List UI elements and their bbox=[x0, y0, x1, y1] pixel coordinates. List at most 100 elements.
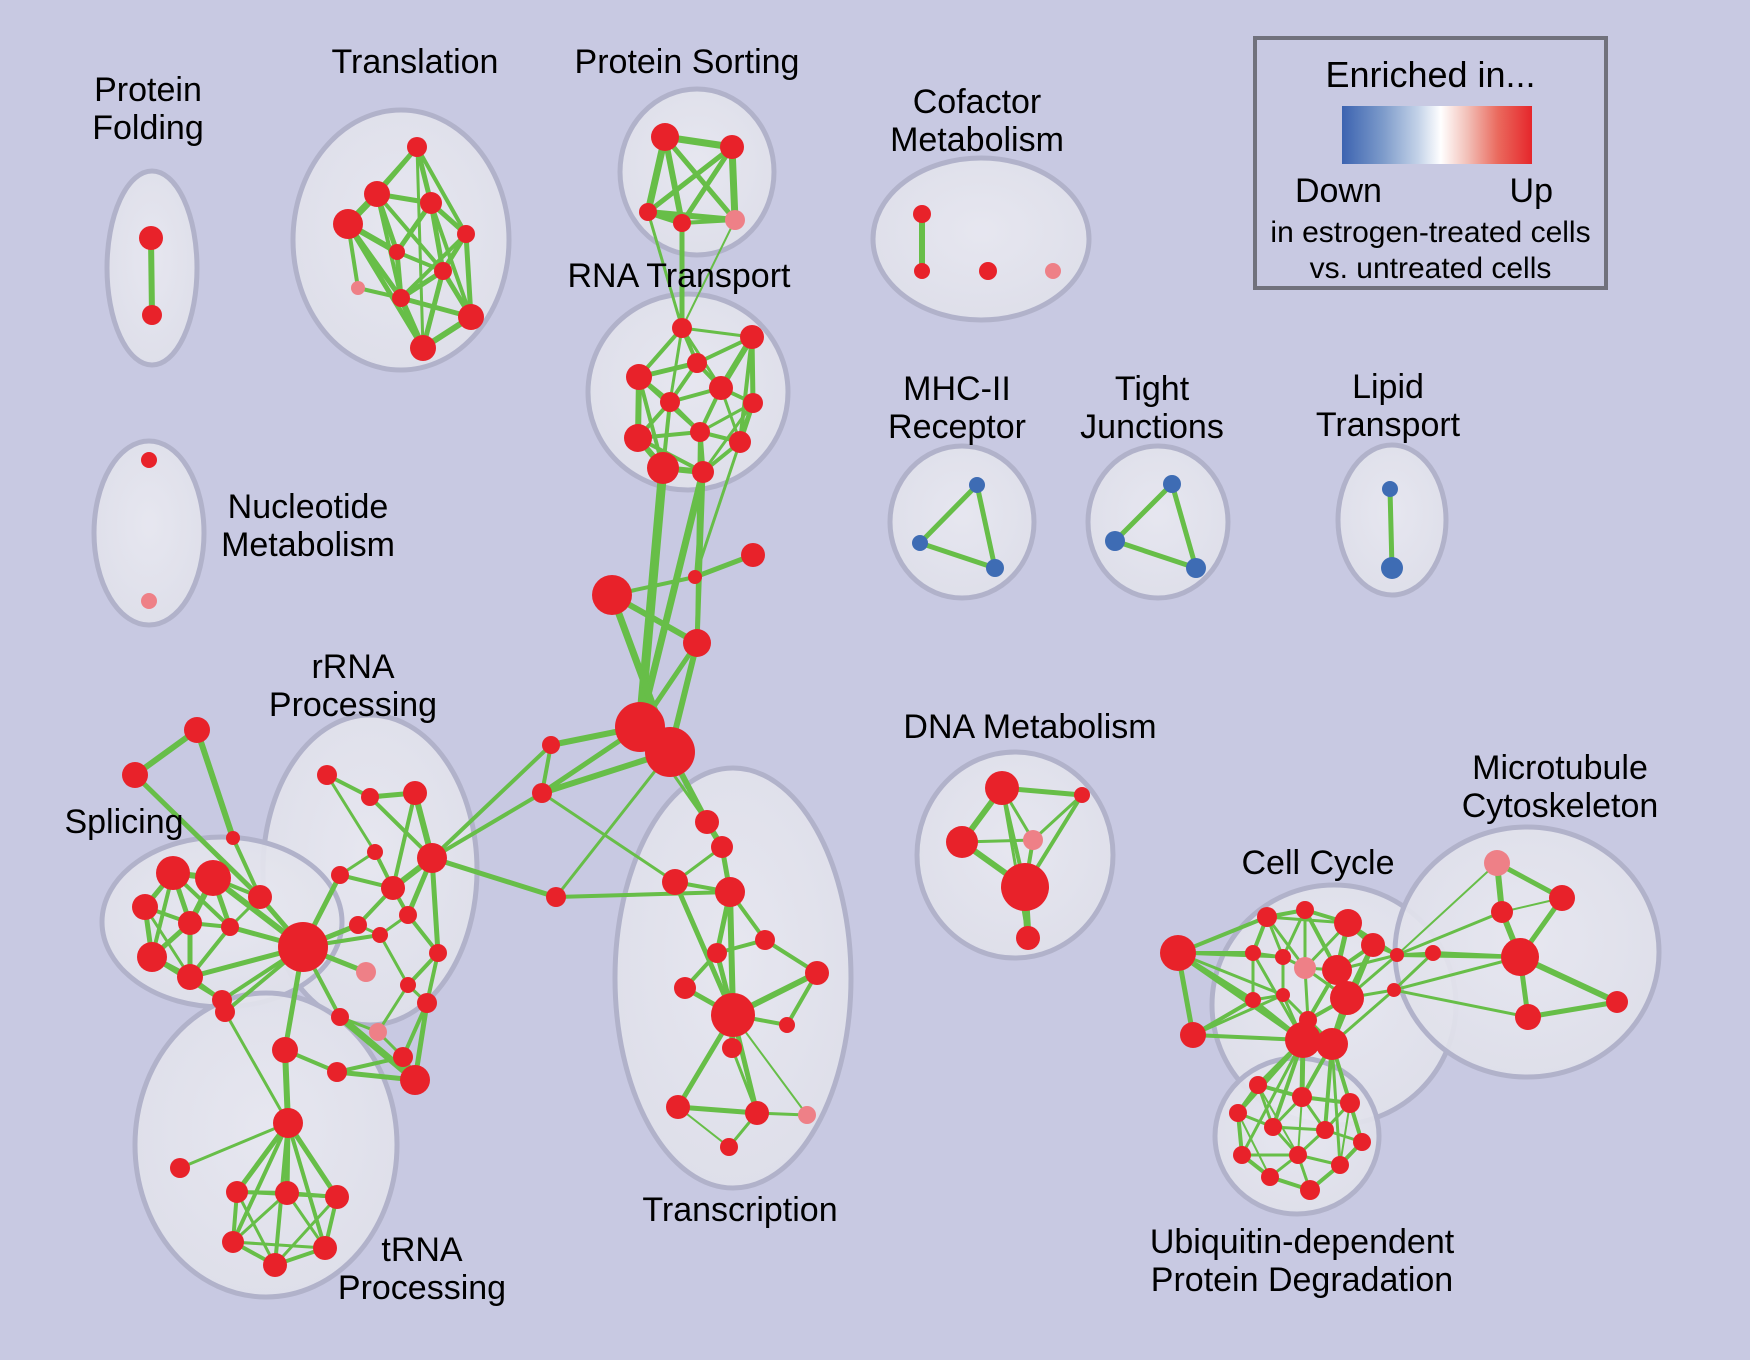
network-node-red bbox=[333, 209, 363, 239]
network-node-pink bbox=[356, 962, 376, 982]
network-edge bbox=[1339, 1102, 1351, 1166]
cluster-label-dna-metabolism: DNA Metabolism bbox=[903, 708, 1157, 746]
network-node-red bbox=[1330, 981, 1364, 1015]
network-node-red bbox=[715, 877, 745, 907]
network-node-red bbox=[434, 262, 452, 280]
cluster-label-cofactor-metabolism: Cofactor Metabolism bbox=[890, 83, 1064, 159]
network-node-red bbox=[400, 1065, 430, 1095]
cluster-ellipse-nucleotide-metabolism bbox=[91, 438, 207, 628]
network-node-red bbox=[372, 927, 388, 943]
network-node-red bbox=[542, 736, 560, 754]
legend-title: Enriched in... bbox=[1325, 54, 1536, 95]
network-node-red bbox=[1322, 955, 1352, 985]
network-edge bbox=[378, 933, 410, 987]
cluster-label-translation: Translation bbox=[331, 43, 499, 81]
network-node-red bbox=[141, 452, 157, 468]
network-node-pink bbox=[369, 1023, 387, 1041]
network-node-red bbox=[1491, 901, 1513, 923]
network-node-red bbox=[672, 318, 692, 338]
network-node-red bbox=[349, 916, 367, 934]
network-node-red bbox=[1001, 863, 1049, 911]
network-node-red bbox=[1276, 988, 1290, 1002]
network-node-red bbox=[1340, 1093, 1360, 1113]
network-node-red bbox=[805, 961, 829, 985]
network-node-red bbox=[729, 431, 751, 453]
network-node-red bbox=[1425, 945, 1441, 961]
network-node-red bbox=[709, 376, 733, 400]
network-node-red bbox=[248, 885, 272, 909]
network-node-red bbox=[1074, 787, 1090, 803]
network-node-red bbox=[1245, 945, 1261, 961]
network-edge bbox=[286, 1121, 327, 1250]
network-node-red bbox=[946, 826, 978, 858]
network-edge bbox=[662, 134, 685, 226]
cluster-label-lipid-transport: Lipid Transport bbox=[1315, 368, 1461, 444]
network-edge bbox=[1191, 1033, 1305, 1042]
network-node-blue bbox=[912, 535, 928, 551]
network-edge bbox=[420, 268, 446, 351]
network-node-red bbox=[1275, 949, 1291, 965]
network-node-red bbox=[1233, 1146, 1251, 1164]
network-edge bbox=[223, 1010, 290, 1125]
network-node-red bbox=[743, 393, 763, 413]
network-edge bbox=[391, 791, 417, 890]
network-node-red bbox=[741, 543, 765, 567]
network-node-red bbox=[740, 325, 764, 349]
network-node-red bbox=[1296, 901, 1314, 919]
network-edge bbox=[554, 890, 732, 899]
network-node-red bbox=[707, 943, 727, 963]
network-node-red bbox=[417, 843, 447, 873]
network-node-red bbox=[647, 452, 679, 484]
network-node-red bbox=[720, 1138, 738, 1156]
network-node-pink bbox=[141, 593, 157, 609]
network-node-red bbox=[226, 1181, 248, 1203]
legend-up-label: Up bbox=[1509, 172, 1553, 210]
network-node-red bbox=[142, 305, 162, 325]
network-node-red bbox=[688, 570, 702, 584]
network-node-red bbox=[1331, 1156, 1349, 1174]
network-edge bbox=[132, 772, 263, 900]
network-node-red bbox=[1316, 1028, 1348, 1060]
cluster-label-tight-junctions: Tight Junctions bbox=[1080, 370, 1224, 446]
network-node-red bbox=[393, 1047, 413, 1067]
network-edge bbox=[148, 235, 155, 318]
network-node-red bbox=[1353, 1133, 1371, 1151]
network-edge bbox=[1392, 951, 1435, 992]
network-node-red bbox=[215, 1002, 235, 1022]
cluster-label-protein-sorting: Protein Sorting bbox=[574, 43, 800, 81]
network-node-red bbox=[226, 831, 240, 845]
network-node-red bbox=[660, 392, 680, 412]
network-edge bbox=[681, 219, 736, 329]
network-node-red bbox=[1289, 1146, 1307, 1164]
network-edge bbox=[645, 209, 738, 223]
network-node-red bbox=[1160, 935, 1196, 971]
network-node-red bbox=[1549, 885, 1575, 911]
network-edge bbox=[698, 401, 755, 434]
network-edge bbox=[1031, 793, 1084, 842]
network-edge bbox=[336, 1013, 419, 1084]
network-node-red bbox=[400, 977, 416, 993]
network-edge bbox=[429, 201, 473, 319]
legend-subtitle-line2: vs. untreated cells bbox=[1309, 252, 1552, 285]
network-edge bbox=[325, 773, 377, 854]
network-node-red bbox=[457, 225, 475, 243]
network-node-red bbox=[1606, 991, 1628, 1013]
network-node-red bbox=[184, 717, 210, 743]
network-node-red bbox=[392, 289, 410, 307]
network-node-red bbox=[720, 135, 744, 159]
network-node-red bbox=[979, 262, 997, 280]
network-node-red bbox=[1361, 933, 1385, 957]
network-node-blue bbox=[969, 477, 985, 493]
network-edge bbox=[1176, 951, 1285, 997]
network-node-red bbox=[327, 1062, 347, 1082]
cluster-label-nucleotide-metabolism: Nucleotide Metabolism bbox=[221, 488, 395, 564]
network-edge bbox=[662, 134, 738, 223]
network-edge bbox=[1240, 1038, 1305, 1157]
network-node-red bbox=[278, 922, 328, 972]
network-edge bbox=[636, 468, 707, 731]
network-node-red bbox=[273, 1108, 303, 1138]
network-node-red bbox=[645, 727, 695, 777]
legend-box: Enriched in... Down Up in estrogen-treat… bbox=[1253, 36, 1608, 290]
network-edge bbox=[668, 326, 684, 404]
network-node-red bbox=[711, 993, 755, 1037]
